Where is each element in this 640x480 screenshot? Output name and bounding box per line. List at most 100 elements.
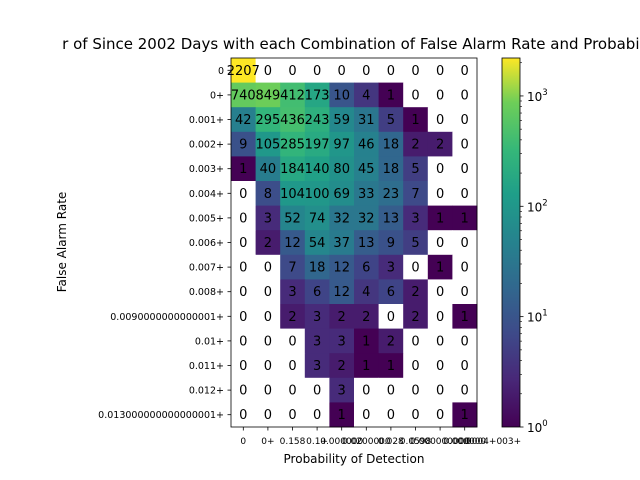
heatmap-cell <box>304 279 330 305</box>
heatmap-cell <box>452 82 478 108</box>
heatmap-cell <box>452 328 478 354</box>
colorbar-ticks: 100 101 102 103 <box>520 62 548 435</box>
cell-value-label: 3 <box>313 359 321 374</box>
cell-value-label: 184 <box>280 162 305 177</box>
cell-value-label: 0 <box>411 261 419 276</box>
heatmap-cell <box>378 254 404 280</box>
heatmap-cell <box>378 402 404 428</box>
heatmap-cell <box>403 279 429 305</box>
heatmap-cell <box>304 377 330 403</box>
cell-value-label: 32 <box>333 211 350 226</box>
heatmap-cell <box>403 181 429 206</box>
cell-value-label: 0 <box>338 64 346 79</box>
cell-value-label: 3 <box>264 211 272 226</box>
heatmap-cell <box>255 205 281 231</box>
cell-value-label: 0 <box>436 285 444 300</box>
heatmap-cell <box>231 402 256 428</box>
heatmap-cell <box>452 205 478 231</box>
cell-value-label: 13 <box>383 211 400 226</box>
heatmap-cell <box>452 131 478 157</box>
cell-value-label: 9 <box>387 236 395 251</box>
cell-value-label: 0 <box>461 64 469 79</box>
cell-value-label: 3 <box>313 334 321 349</box>
heatmap-cell <box>329 131 355 157</box>
heatmap-cell <box>329 156 355 182</box>
cell-value-label: 0 <box>461 261 469 276</box>
cell-value-label: 0 <box>288 64 296 79</box>
x-tick-label: 0.158 <box>280 437 306 447</box>
x-tick-label: 0.028 <box>378 437 404 447</box>
heatmap-cell <box>427 377 453 403</box>
y-tick-label: 0+ <box>210 90 224 101</box>
heatmap-cell <box>304 205 330 231</box>
x-tick-label: 0 <box>240 437 246 447</box>
colorbar-tick-label: 102 <box>527 198 548 214</box>
cell-value-label: 33 <box>358 187 375 202</box>
cell-value-label: 140 <box>305 162 330 177</box>
colorbar <box>501 57 521 428</box>
cell-value-label: 0 <box>411 88 419 103</box>
cell-value-label: 18 <box>383 162 400 177</box>
heatmap-cell <box>403 107 429 133</box>
cell-value-label: 0 <box>436 236 444 251</box>
heatmap-cell <box>354 58 379 83</box>
cell-value-label: 5 <box>411 162 419 177</box>
heatmap-cell <box>304 230 330 256</box>
cell-value-label: 0 <box>461 187 469 202</box>
y-tick-label: 0.002+ <box>189 140 224 151</box>
heatmap-cell <box>280 131 306 157</box>
y-axis-label: False Alarm Rate <box>55 192 69 293</box>
heatmap-cell <box>354 156 379 182</box>
cell-value-label: 2 <box>411 138 419 153</box>
y-tick-label: 0.007+ <box>189 263 224 274</box>
cell-value-label: 1 <box>239 162 247 177</box>
cell-value-label: 0 <box>387 310 395 325</box>
heatmap-cell <box>427 254 453 280</box>
cell-value-label: 0 <box>411 384 419 399</box>
cell-value-label: 2 <box>338 359 346 374</box>
cell-value-label: 46 <box>358 138 375 153</box>
heatmap-cell <box>378 230 404 256</box>
heatmap-cell <box>255 82 281 108</box>
heatmap-cell <box>427 82 453 108</box>
cell-value-label: 40 <box>260 162 277 177</box>
heatmap-cell <box>452 377 478 403</box>
cell-value-label: 12 <box>333 261 350 276</box>
heatmap-cell <box>403 82 429 108</box>
cell-value-label: 740 <box>231 88 256 103</box>
cell-value-label: 0 <box>239 187 247 202</box>
heatmap-cell <box>329 58 355 83</box>
cell-value-label: 97 <box>333 138 350 153</box>
heatmap-cell <box>231 131 256 157</box>
heatmap-cell <box>427 181 453 206</box>
y-tick-label: 0.011+ <box>189 361 224 372</box>
heatmap-cell <box>354 131 379 157</box>
y-tick-label: 0.004+ <box>189 189 224 200</box>
heatmap-cell <box>231 205 256 231</box>
y-axis-ticks: 0 0+ 0.001+ 0.002+ 0.003+ 0.004+ 0.005+ 0.006+ 0… <box>98 66 231 421</box>
heatmap-cell <box>403 328 429 354</box>
heatmap-cell <box>427 58 453 83</box>
cell-value-label: 80 <box>333 162 350 177</box>
heatmap-cell <box>329 402 355 428</box>
cell-value-label: 1 <box>436 261 444 276</box>
heatmap-cell <box>354 377 379 403</box>
cell-value-label: 243 <box>305 113 330 128</box>
cell-value-label: 105 <box>255 138 280 153</box>
y-tick-label: 0.005+ <box>189 213 224 224</box>
heatmap-cell <box>280 181 306 206</box>
heatmap-cell <box>231 304 256 329</box>
cell-value-label: 1 <box>387 88 395 103</box>
x-tick-label: 0.000000 <box>320 437 363 447</box>
cell-value-label: 0 <box>436 408 444 423</box>
cell-value-label: 0 <box>436 113 444 128</box>
cell-value-label: 0 <box>411 334 419 349</box>
heatmap-cell <box>280 328 306 354</box>
heatmap-cell <box>329 230 355 256</box>
x-axis-label: Probability of Detection <box>284 452 425 466</box>
cell-value-label: 2 <box>387 334 395 349</box>
cell-value-label: 54 <box>309 236 326 251</box>
heatmap-cell <box>378 82 404 108</box>
cell-value-label: 0 <box>436 310 444 325</box>
cell-value-label: 0 <box>239 359 247 374</box>
